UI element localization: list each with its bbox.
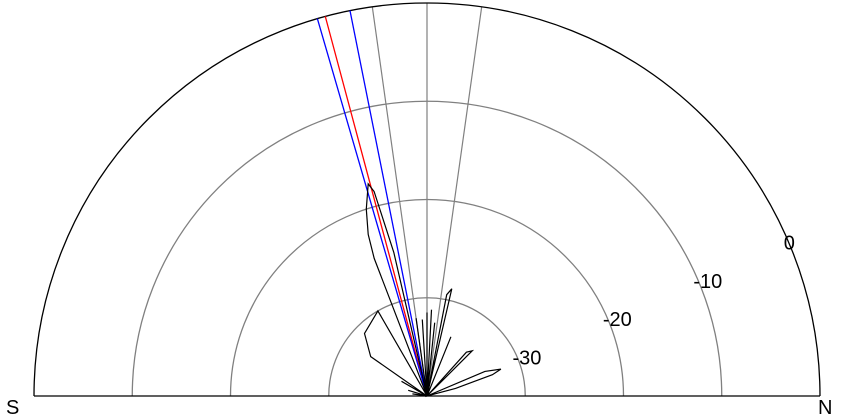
radial-tick-label: -30 (512, 348, 541, 370)
radiation-pattern-curve (363, 182, 502, 398)
radial-tick-label: -20 (603, 309, 632, 331)
beam-markers (316, 10, 428, 397)
beam-marker-line (324, 16, 428, 397)
radial-tick-labels: -30 -20 -10 0 (512, 232, 794, 369)
radial-tick-label: -10 (693, 271, 722, 293)
radial-tick-label: 0 (784, 232, 795, 254)
direction-label-s: S (6, 397, 19, 415)
grid-radial-line (426, 6, 483, 397)
outer-circle (33, 2, 821, 397)
beam-marker-line (316, 18, 428, 397)
beam-marker-line (349, 10, 428, 397)
direction-label-n: N (818, 397, 832, 415)
